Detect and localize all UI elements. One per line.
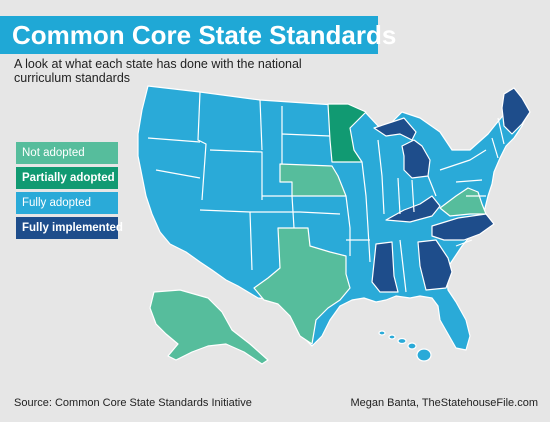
north-carolina-fully-implemented [431,213,495,241]
hawaii [378,330,432,362]
state-borders [147,91,505,293]
legend: Not adopted Partially adopted Fully adop… [16,142,123,242]
georgia-fully-implemented [417,239,453,291]
page-title: Common Core State Standards [0,16,396,54]
legend-partially-adopted: Partially adopted [16,167,118,189]
credit-note: Megan Banta, TheStatehouseFile.com [350,397,538,409]
legend-not-adopted: Not adopted [16,142,118,164]
nebraska-not-adopted [279,163,347,197]
alaska-not-adopted [149,289,269,365]
minnesota-partially-adopted [327,103,367,163]
virginia-not-adopted [439,187,487,217]
mississippi-fully-implemented [371,241,399,293]
maine-fully-implemented [501,87,531,135]
texas-not-adopted [253,227,351,345]
subtitle: A look at what each state has done with … [14,57,302,85]
michigan-fully-implemented [373,117,417,141]
legend-fully-adopted: Fully adopted [16,192,118,214]
kentucky-fully-implemented [385,195,441,223]
legend-fully-implemented: Fully implemented [16,217,123,239]
source-note: Source: Common Core State Standards Init… [14,397,252,409]
